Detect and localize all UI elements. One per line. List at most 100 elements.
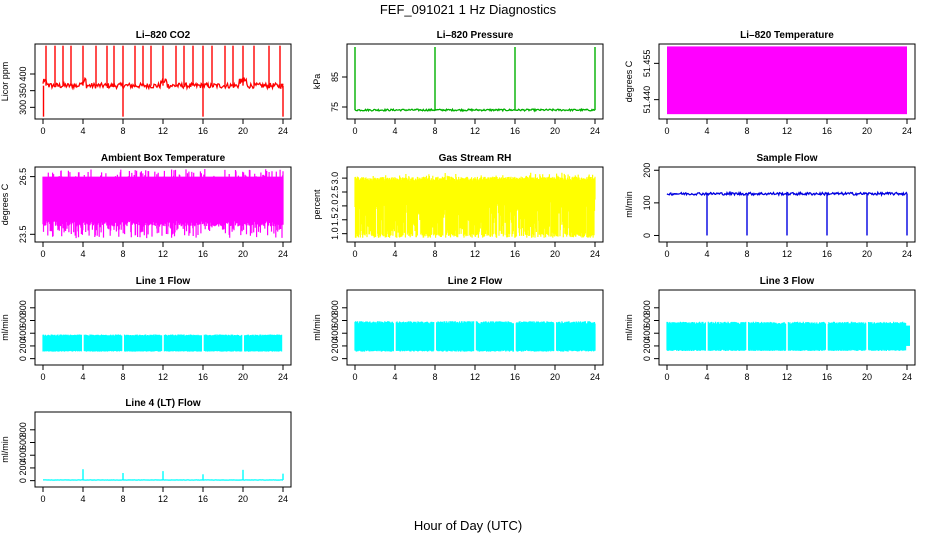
y-tick-label: 300 (18, 100, 28, 115)
y-tick-label: 200 (642, 163, 652, 178)
y-tick-label: 0 (642, 356, 652, 361)
panel-pressure: Li–820 Pressure kPa 0 4 8 12 16 20 24 75 85 (312, 30, 604, 136)
series-rh (354, 172, 596, 238)
x-tick-label: 0 (664, 126, 669, 136)
x-tick-label: 12 (158, 126, 168, 136)
series-line (354, 107, 596, 113)
series-sample_flow (666, 190, 908, 236)
x-tick-label: 8 (432, 249, 437, 259)
y-tick-label: 0 (642, 233, 652, 238)
panel-title: Line 1 Flow (136, 276, 191, 287)
y-tick-label: 800 (18, 422, 28, 437)
panel-title: Ambient Box Temperature (101, 153, 226, 164)
x-tick-label: 4 (80, 372, 85, 382)
x-tick-label: 0 (40, 494, 45, 504)
x-tick-label: 12 (470, 372, 480, 382)
y-tick-label: 350 (18, 83, 28, 98)
x-tick-label: 12 (782, 372, 792, 382)
x-tick-label: 20 (238, 126, 248, 136)
x-tick-label: 20 (862, 372, 872, 382)
x-tick-label: 4 (392, 126, 397, 136)
x-tick-label: 8 (120, 372, 125, 382)
y-axis-label: percent (312, 189, 322, 220)
panel-title: Sample Flow (756, 153, 817, 164)
panel-title: Line 2 Flow (448, 276, 503, 287)
panel-sample_flow: Sample Flow ml/min 0 4 8 12 16 20 24 0 100 200 (624, 153, 916, 259)
x-tick-label: 8 (120, 494, 125, 504)
x-tick-label: 0 (352, 372, 357, 382)
y-tick-label: 200 (18, 338, 28, 353)
y-axis-label: ml/min (0, 436, 10, 463)
x-tick-label: 24 (278, 494, 288, 504)
series-band-tail (905, 325, 910, 346)
y-tick-label: 100 (642, 195, 652, 210)
series-line4 (43, 469, 284, 481)
y-tick-label: 26.5 (18, 168, 28, 186)
x-tick-label: 20 (862, 249, 872, 259)
panel-title: Li–820 CO2 (136, 30, 191, 41)
y-tick-label: 0 (330, 356, 340, 361)
x-tick-label: 0 (352, 126, 357, 136)
y-axis-label: ml/min (624, 191, 634, 218)
y-tick-label: 51.440 (642, 86, 652, 114)
x-tick-label: 0 (40, 126, 45, 136)
panel-co2: Li–820 CO2 Licor ppm 0 4 8 12 16 20 24 300 350 400 (0, 30, 292, 136)
panel-box_temp: Ambient Box Temperature degrees C 0 4 8 12 16 2… (0, 153, 292, 259)
panel-licor_temp: Li–820 Temperature degrees C 0 4 8 12 16 20 24 51… (624, 30, 916, 136)
x-tick-label: 16 (822, 372, 832, 382)
x-tick-label: 8 (120, 249, 125, 259)
x-tick-label: 16 (510, 126, 520, 136)
value-band (667, 46, 907, 115)
x-tick-label: 8 (432, 372, 437, 382)
panel-line2: Line 2 Flow ml/min 0 4 8 12 16 20 24 0 20040060080… (312, 276, 604, 382)
x-tick-label: 24 (590, 249, 600, 259)
x-tick-label: 16 (822, 126, 832, 136)
panel-title: Li–820 Temperature (740, 30, 834, 41)
x-tick-label: 12 (158, 249, 168, 259)
x-tick-label: 20 (238, 372, 248, 382)
x-tick-label: 20 (862, 126, 872, 136)
y-axis-label: Licor ppm (0, 62, 10, 102)
x-tick-label: 12 (158, 494, 168, 504)
x-tick-label: 24 (278, 249, 288, 259)
x-tick-label: 20 (550, 372, 560, 382)
y-tick-label: 400 (18, 448, 28, 463)
x-tick-label: 16 (510, 249, 520, 259)
x-tick-label: 24 (590, 126, 600, 136)
y-axis-label: ml/min (312, 314, 322, 341)
x-tick-label: 8 (744, 372, 749, 382)
y-axis-label: degrees C (0, 183, 10, 225)
x-tick-label: 8 (432, 126, 437, 136)
y-tick-label: 200 (18, 460, 28, 475)
y-tick-label: 600 (642, 313, 652, 328)
y-tick-label: 400 (642, 326, 652, 341)
x-tick-label: 24 (278, 126, 288, 136)
panel-line1: Line 1 Flow ml/min 0 4 8 12 16 20 24 0 20040060080… (0, 276, 292, 382)
y-tick-label: 600 (18, 313, 28, 328)
y-axis-label: degrees C (624, 60, 634, 102)
y-tick-label: 800 (642, 300, 652, 315)
y-axis-label: ml/min (0, 314, 10, 341)
y-tick-label: 75 (330, 102, 340, 112)
y-tick-label: 800 (18, 300, 28, 315)
series-line1 (42, 334, 283, 352)
x-tick-label: 8 (744, 249, 749, 259)
series-band (666, 321, 907, 351)
x-tick-label: 24 (590, 372, 600, 382)
y-tick-label: 600 (330, 313, 340, 328)
x-tick-label: 0 (40, 249, 45, 259)
y-axis-label: kPa (312, 74, 322, 90)
x-axis-label: Hour of Day (UTC) (413, 518, 523, 533)
panel-rh: Gas Stream RH percent 0 4 8 12 16 20 24 1.01.52.0… (312, 153, 604, 259)
y-tick-label: 200 (330, 338, 340, 353)
x-tick-label: 16 (822, 249, 832, 259)
y-tick-label: 400 (18, 66, 28, 81)
x-tick-label: 4 (704, 249, 709, 259)
x-tick-label: 24 (902, 249, 912, 259)
y-tick-label: 400 (18, 326, 28, 341)
panel-line4: Line 4 (LT) Flow ml/min 0 4 8 12 16 20 24 0 200400… (0, 398, 292, 504)
x-tick-label: 4 (392, 372, 397, 382)
series-band (354, 321, 596, 352)
x-tick-label: 8 (744, 126, 749, 136)
